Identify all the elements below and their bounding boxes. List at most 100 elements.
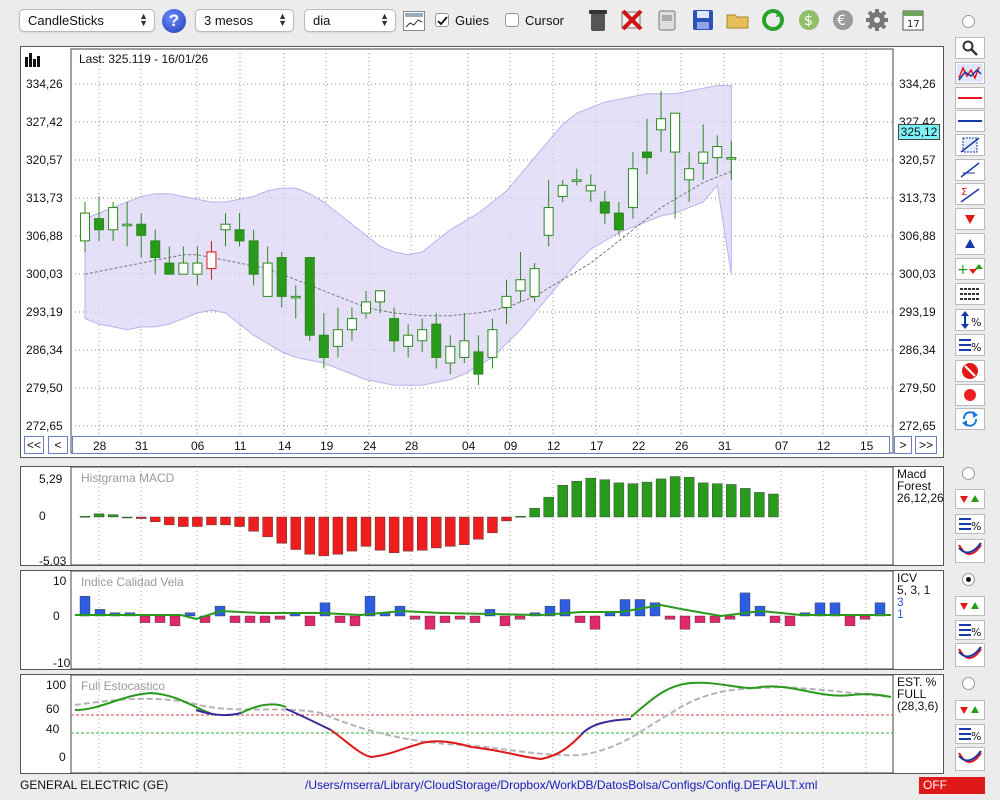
lines-percent-icon[interactable]: % (955, 334, 985, 356)
print-icon[interactable] (654, 6, 680, 34)
sigma-line-icon[interactable]: Σ (955, 183, 985, 205)
icv-updown-icon[interactable] (955, 596, 985, 616)
chart-type-select[interactable]: CandleSticks ▲ ▼ (19, 9, 155, 32)
main-panel-radio[interactable] (962, 15, 975, 28)
candle-body (656, 118, 667, 131)
period-select[interactable]: 3 mesos ▲ ▼ (195, 9, 294, 32)
arrow-up-blue-icon[interactable] (955, 233, 985, 255)
horizontal-line-red-icon[interactable] (955, 87, 985, 109)
macd-bar (669, 476, 681, 518)
nav-next-button[interactable]: > (894, 436, 912, 454)
candle-body (108, 207, 119, 231)
delete-chart-icon[interactable] (619, 6, 645, 34)
save-icon[interactable] (690, 6, 716, 34)
icv-bar (859, 615, 871, 620)
stop-sign-icon[interactable] (955, 360, 985, 382)
icv-panel-radio[interactable] (962, 573, 975, 586)
macd-curve-icon[interactable] (955, 539, 985, 563)
interval-value: dia (313, 13, 331, 28)
candle-body (150, 240, 161, 259)
nav-last-button[interactable]: >> (915, 436, 937, 454)
macd-bar (192, 516, 203, 527)
list-lines-icon[interactable] (955, 283, 985, 305)
open-folder-icon[interactable] (725, 6, 751, 34)
candle-body (557, 184, 568, 197)
macd-bar (571, 481, 582, 518)
macd-bar (374, 516, 386, 551)
macd-bar (346, 516, 358, 552)
x-tick-label: 04 (462, 439, 476, 453)
scale-percent-icon[interactable]: % (955, 309, 985, 331)
status-off-badge[interactable]: OFF (919, 777, 985, 794)
cursor-checkbox[interactable] (505, 13, 519, 27)
macd-bar (754, 492, 765, 518)
icv-curve-icon[interactable] (955, 643, 985, 667)
arrow-down-red-icon[interactable] (955, 208, 985, 230)
macd-lines-percent-icon[interactable]: % (955, 514, 985, 534)
macd-legend: Macd Forest 26,12,26 (897, 468, 944, 504)
y-tick-left: 300,03 (26, 267, 63, 281)
x-tick-label: 12 (547, 439, 561, 453)
mini-chart-icon[interactable] (403, 11, 425, 31)
refresh-icon[interactable] (760, 6, 786, 34)
config-path-link[interactable]: /Users/mserra/Library/CloudStorage/Dropb… (305, 778, 818, 792)
trend-line-icon[interactable] (955, 159, 985, 181)
guides-checkbox[interactable] (435, 13, 449, 27)
stoch-curve-icon[interactable] (955, 747, 985, 771)
record-dot-icon[interactable] (955, 384, 985, 406)
stoch-lines-percent-icon[interactable]: % (955, 724, 985, 744)
chevron-updown-icon: ▲ ▼ (380, 11, 389, 28)
y-tick-right: 334,26 (899, 77, 936, 91)
calendar-icon[interactable]: 17 (900, 6, 926, 34)
x-tick-label: 24 (363, 439, 377, 453)
euro-icon[interactable]: € (830, 6, 856, 34)
stoch-k-line-green-2 (240, 703, 287, 714)
x-tick-label: 31 (135, 439, 149, 453)
stochastic-panel-radio[interactable] (962, 677, 975, 690)
candle-chart-icon[interactable] (955, 62, 985, 84)
trash-icon[interactable] (585, 6, 611, 34)
macd-bar (698, 482, 709, 518)
nav-prev-button[interactable]: < (48, 436, 68, 454)
icv-bar (589, 615, 601, 630)
stoch-plot (70, 674, 894, 774)
icv-lines-percent-icon[interactable]: % (955, 620, 985, 640)
stochastic-panel[interactable]: 100 60 40 0 Full Estocastico EST. % FULL (2… (20, 674, 944, 774)
horizontal-line-blue-icon[interactable] (955, 110, 985, 132)
macd-panel[interactable]: 5,29 0 -5,03 Histgrama MACD Macd Forest 26… (20, 466, 944, 568)
nav-first-button[interactable]: << (24, 436, 44, 454)
macd-bar (388, 516, 400, 553)
icv-panel[interactable]: 10 0 -10 Indice Calidad Vela ICV 5, 3, 1 3… (20, 570, 944, 670)
reload-arrows-icon[interactable] (955, 408, 985, 430)
interval-select[interactable]: dia ▲ ▼ (304, 9, 396, 32)
svg-text:+: + (957, 262, 969, 276)
stoch-updown-icon[interactable] (955, 700, 985, 720)
chart-type-value: CandleSticks (28, 13, 104, 28)
icv-legend: ICV 5, 3, 1 3 1 (897, 572, 930, 620)
x-tick-label: 31 (718, 439, 732, 453)
macd-bar (150, 516, 161, 522)
moving-average-line (84, 171, 732, 317)
add-indicator-icon[interactable]: + (955, 258, 985, 280)
trend-channel-icon[interactable] (955, 134, 985, 156)
macd-bar (655, 478, 667, 518)
timeline-scrollbar[interactable]: 28 31 06 11 14 19 24 28 04 09 12 17 22 26 31 07 12 15 (72, 436, 890, 454)
macd-updown-icon[interactable] (955, 489, 985, 509)
candle-body (332, 329, 343, 347)
bollinger-band (84, 84, 732, 386)
macd-bar (417, 516, 428, 551)
gear-icon[interactable] (864, 6, 890, 34)
icv-title: Indice Calidad Vela (81, 575, 184, 589)
help-icon[interactable]: ? (162, 9, 186, 33)
zoom-icon[interactable] (955, 37, 985, 59)
macd-y-tick: -5,03 (39, 554, 67, 565)
sync-currency-icon[interactable]: $ (796, 6, 822, 34)
price-chart-panel[interactable]: 334,26 334,26 327,42 327,42 320,57 320,57 313,… (20, 46, 944, 458)
stochastic-chart: 100 60 40 0 (46, 674, 894, 774)
icv-bar (364, 596, 376, 617)
macd-panel-radio[interactable] (962, 467, 975, 480)
stoch-k-line-red (330, 729, 582, 761)
cursor-label: Cursor (525, 13, 565, 28)
macd-bar (613, 482, 625, 518)
